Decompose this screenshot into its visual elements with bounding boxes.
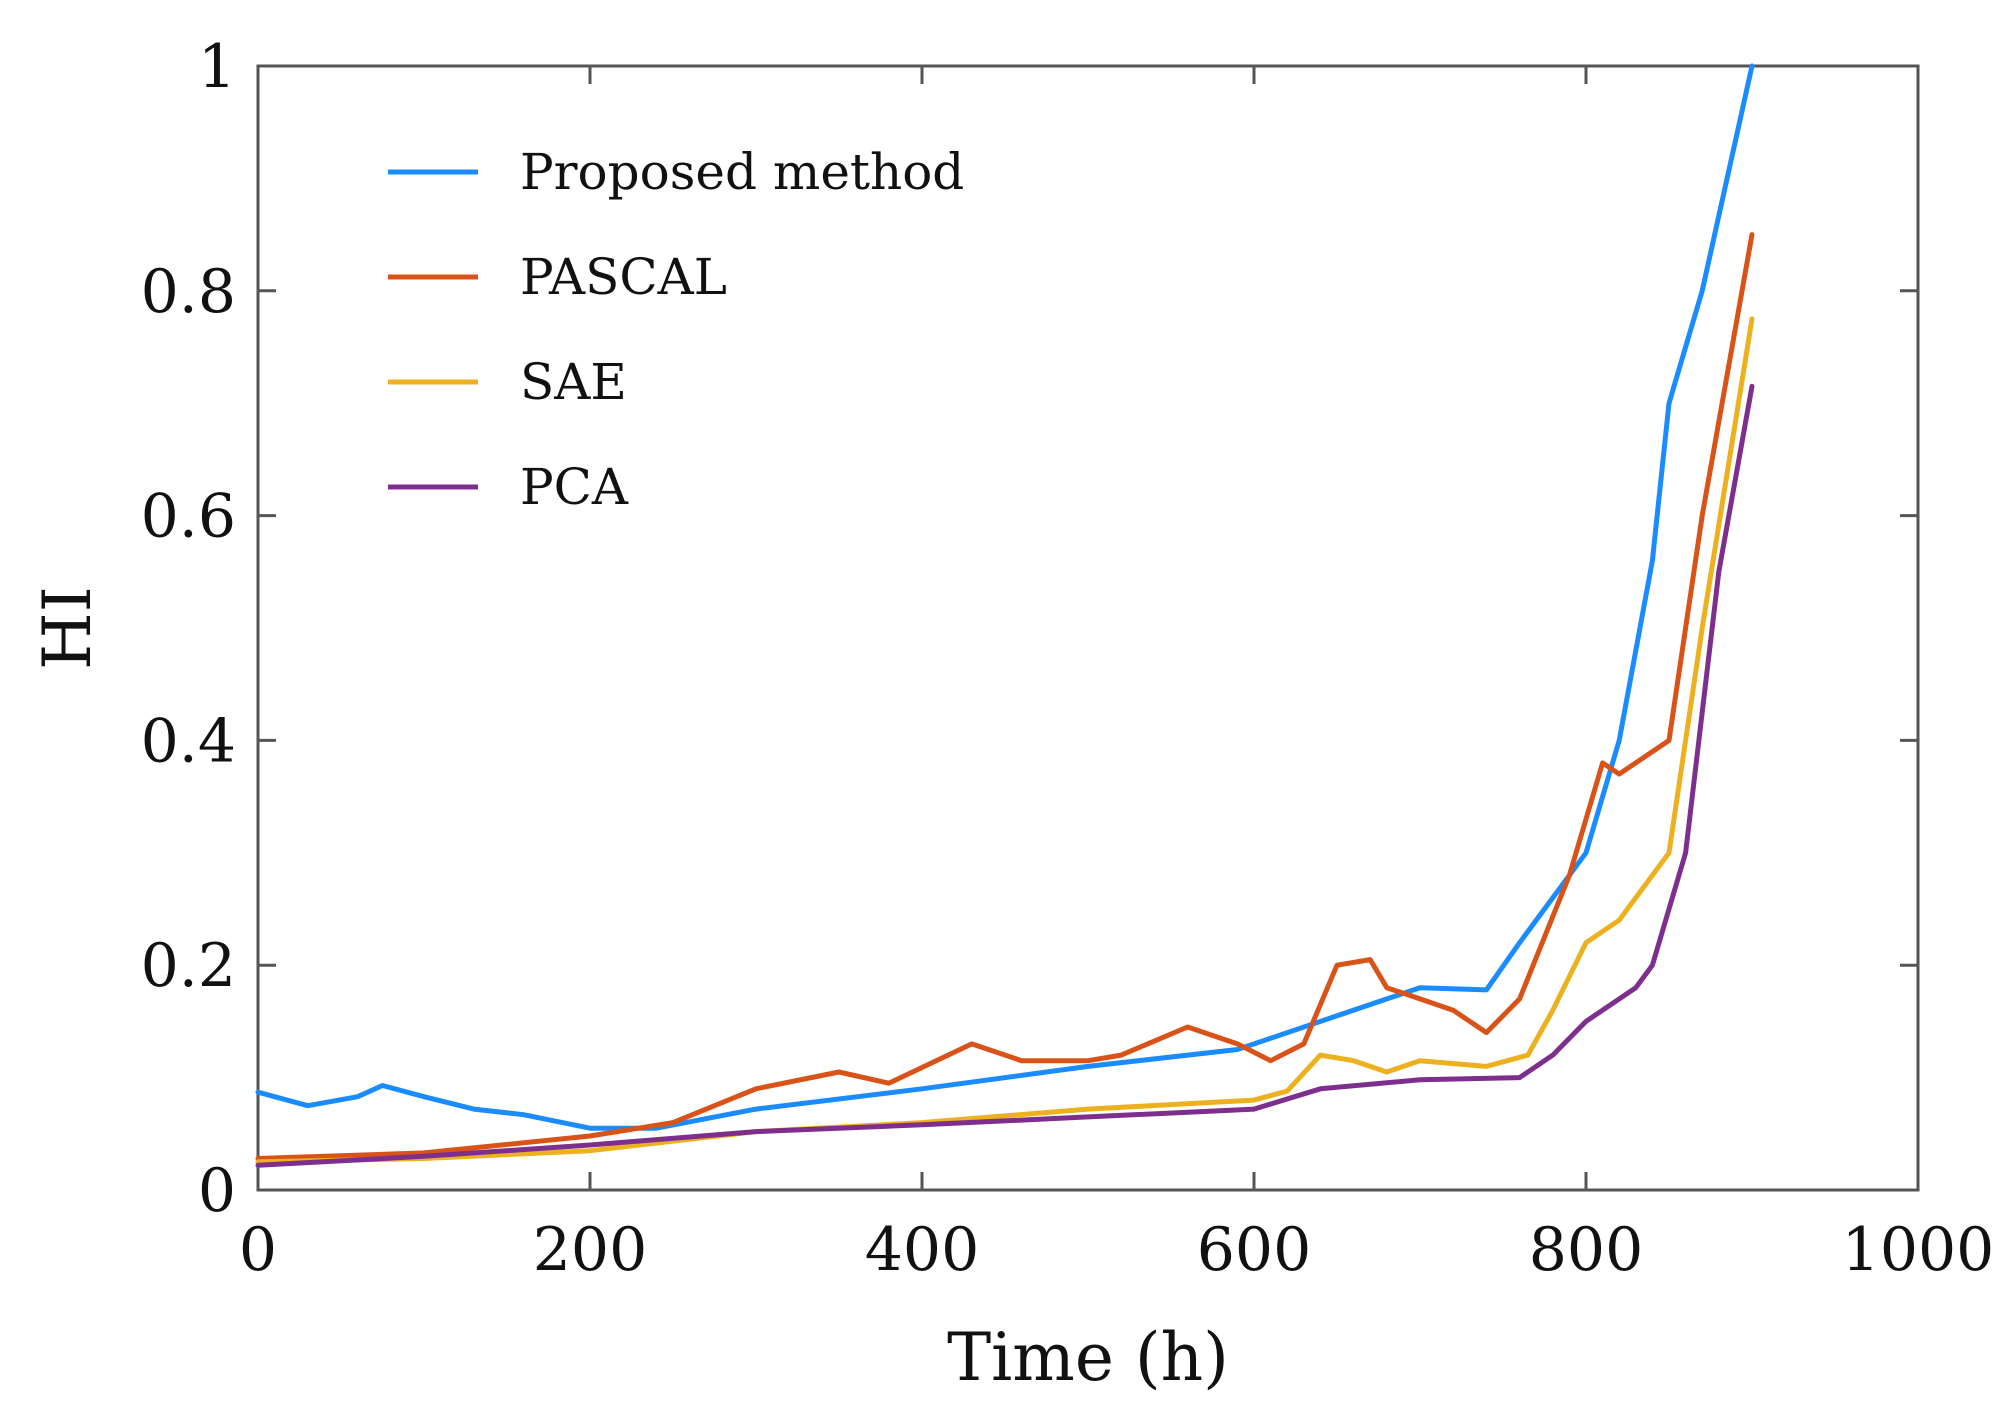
y-tick-label: 0.4 bbox=[141, 706, 236, 776]
x-axis-label: Time (h) bbox=[947, 1319, 1229, 1396]
legend-label-pascal: PASCAL bbox=[520, 248, 727, 306]
legend-label-sae: SAE bbox=[520, 353, 627, 411]
x-tick-label: 600 bbox=[1197, 1215, 1312, 1285]
y-tick-label: 0.2 bbox=[141, 931, 236, 1001]
x-tick-label: 800 bbox=[1529, 1215, 1644, 1285]
plot-area bbox=[256, 64, 1920, 1192]
legend-label-proposed-method: Proposed method bbox=[520, 143, 964, 201]
y-tick-label: 1 bbox=[198, 32, 236, 102]
tick-labels: 0 200 400 600 800 1000 0 0.2 0.4 0.6 0.8 1 bbox=[141, 32, 1995, 1285]
series-line-pca bbox=[255, 383, 1755, 1168]
axis-ticks bbox=[256, 64, 1920, 1192]
legend: Proposed method PASCAL SAE PCA bbox=[388, 143, 964, 516]
y-axis-label: HI bbox=[29, 586, 106, 670]
series-line-proposed-method bbox=[255, 63, 1755, 1131]
x-tick-label: 0 bbox=[239, 1215, 277, 1285]
x-tick-label: 400 bbox=[865, 1215, 980, 1285]
legend-label-pca: PCA bbox=[520, 458, 629, 516]
series-layer bbox=[255, 63, 1755, 1168]
y-tick-label: 0.8 bbox=[141, 257, 236, 327]
x-tick-label: 200 bbox=[533, 1215, 648, 1285]
x-tick-label: 1000 bbox=[1842, 1215, 1995, 1285]
y-tick-label: 0.6 bbox=[141, 482, 236, 552]
series-line-pascal bbox=[255, 232, 1755, 1161]
y-tick-label: 0 bbox=[198, 1156, 236, 1226]
